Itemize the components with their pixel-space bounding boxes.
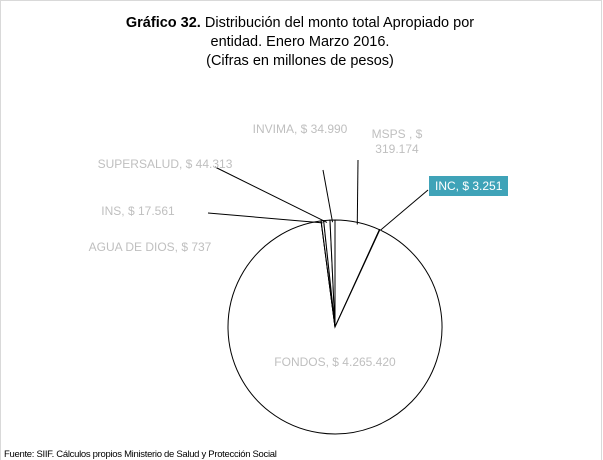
data-label: FONDOS, $ 4.265.420	[274, 355, 396, 369]
leader-line	[214, 166, 328, 223]
data-label: INS, $ 17.561	[101, 204, 175, 218]
leader-line	[207, 212, 323, 224]
data-label: INC, $ 3.251	[429, 176, 509, 196]
data-label: INVIMA, $ 34.990	[252, 122, 348, 136]
pie-slice	[227, 220, 443, 435]
data-label: SUPERSALUD, $ 44.313	[97, 157, 233, 171]
data-label: MSPS , $ 319.174	[371, 127, 423, 156]
data-label: AGUA DE DIOS, $ 737	[88, 240, 212, 254]
leader-line	[378, 189, 429, 233]
source-note: Fuente: SIIF. Cálculos propios Ministeri…	[4, 449, 277, 460]
title-block: Gráfico 32. Distribución del monto total…	[100, 14, 500, 71]
leader-line	[356, 159, 359, 225]
leader-line	[322, 169, 334, 223]
chart-title: Distribución del monto total Apropiado p…	[204, 15, 475, 50]
chart-subtitle: (Cifras en millones de pesos)	[206, 53, 394, 69]
title-label: Gráfico 32.	[125, 15, 201, 31]
